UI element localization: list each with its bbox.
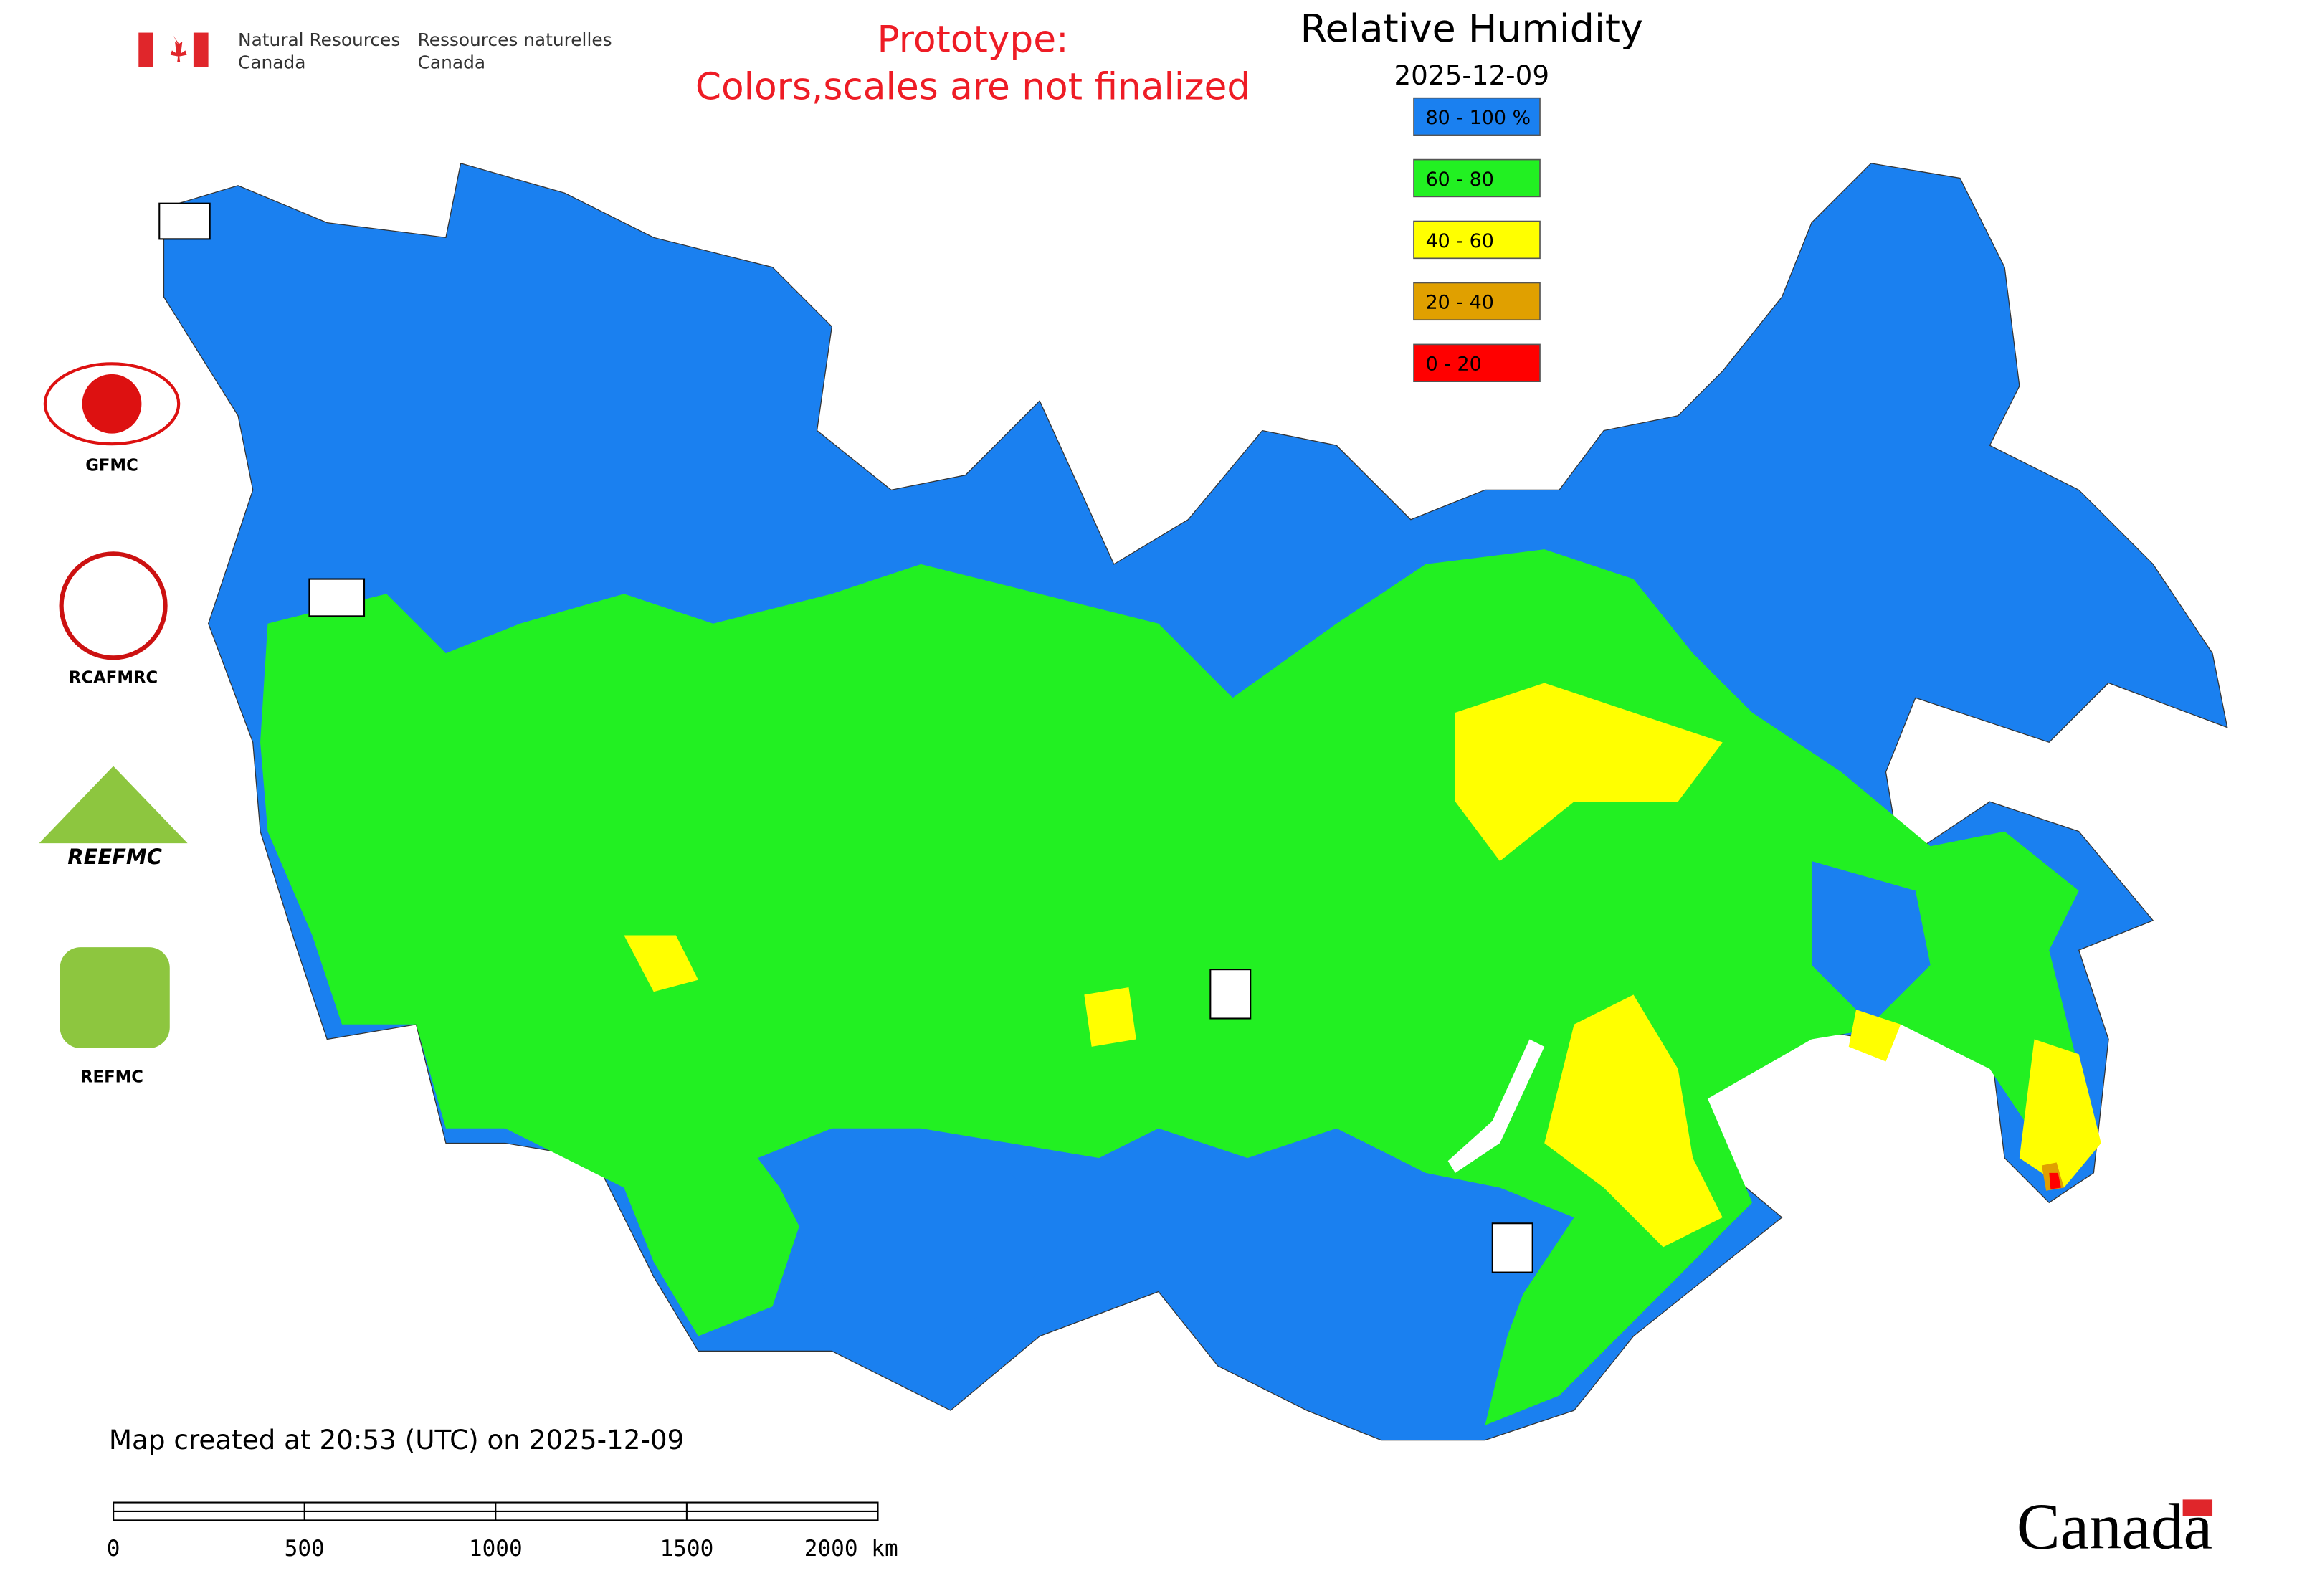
legend-label: 80 - 100 % — [1426, 107, 1531, 129]
logo-rcafmrc — [59, 551, 168, 660]
logo-reefmc — [39, 766, 188, 844]
legend-label: 20 - 40 — [1426, 292, 1494, 314]
legend: 80 - 100 % 60 - 80 40 - 60 20 - 40 0 - 20 — [1413, 97, 1541, 382]
footer-note: Map created at 20:53 (UTC) on 2025-12-09 — [109, 1424, 684, 1455]
legend-swatch — [1413, 158, 1541, 198]
scale-label: 500 — [285, 1536, 325, 1562]
wordmark: Canada — [2017, 1491, 2212, 1563]
scale-label: 0 — [107, 1536, 120, 1562]
gov-header: Natural Resources Canada Ressources natu… — [138, 29, 612, 72]
dept-en: Canada — [238, 52, 305, 72]
land-40-60 — [624, 935, 698, 992]
logo-label: REFMC — [80, 1068, 143, 1087]
site-marker — [1209, 969, 1252, 1020]
land-40-60 — [1084, 987, 1136, 1047]
logos: GFMC RCAFMRC REEFMC REFMC — [39, 362, 188, 1087]
legend-swatch — [1413, 220, 1541, 260]
flag-leaf — [170, 35, 187, 62]
legend-swatch — [1413, 343, 1541, 382]
land-80-100 — [772, 1143, 1070, 1336]
scale-label: 2000 km — [804, 1536, 898, 1562]
dept-fr: Canada — [418, 52, 485, 72]
land-80-100 — [1811, 861, 1931, 1025]
land-40-60 — [1848, 1010, 1901, 1062]
map-date: 2025-12-09 — [1394, 60, 1549, 91]
legend-swatch — [1413, 97, 1541, 136]
land-40-60 — [2019, 1039, 2101, 1188]
land-0-20 — [2049, 1172, 2061, 1189]
lake-baikal — [1447, 1039, 1545, 1173]
flag-bar — [138, 32, 153, 67]
scale-label: 1500 — [660, 1536, 713, 1562]
scale-label: 1000 — [469, 1536, 523, 1562]
land-40-60 — [1455, 683, 1723, 862]
site-marker — [308, 578, 366, 617]
scale-bar: 0 500 1000 1500 2000 km — [107, 1501, 898, 1562]
dept-fr: Ressources naturelles — [418, 29, 612, 50]
legend-label: 0 - 20 — [1426, 353, 1482, 376]
logo-label: GFMC — [85, 456, 138, 475]
logo-refmc — [60, 947, 170, 1048]
map — [158, 162, 2228, 1441]
logo-gfmc — [43, 362, 181, 446]
notice: Colors,scales are not finalized — [695, 66, 1250, 109]
legend-swatch — [1413, 282, 1541, 321]
dept-en: Natural Resources — [238, 29, 400, 50]
flag-bar — [193, 32, 209, 67]
logo-gfmc — [82, 374, 142, 434]
land-80-100 — [1188, 1187, 1530, 1411]
legend-label: 40 - 60 — [1426, 230, 1494, 252]
land-40-60 — [1544, 994, 1723, 1248]
map-title: Relative Humidity — [1300, 6, 1643, 51]
site-marker — [1491, 1222, 1533, 1273]
site-marker — [158, 202, 211, 240]
legend-label: 60 - 80 — [1426, 168, 1494, 191]
logo-label: RCAFMRC — [69, 669, 158, 688]
wordmark-flag — [2182, 1499, 2213, 1516]
logo-label: REEFMC — [67, 845, 162, 869]
notice: Prototype: — [877, 18, 1068, 61]
